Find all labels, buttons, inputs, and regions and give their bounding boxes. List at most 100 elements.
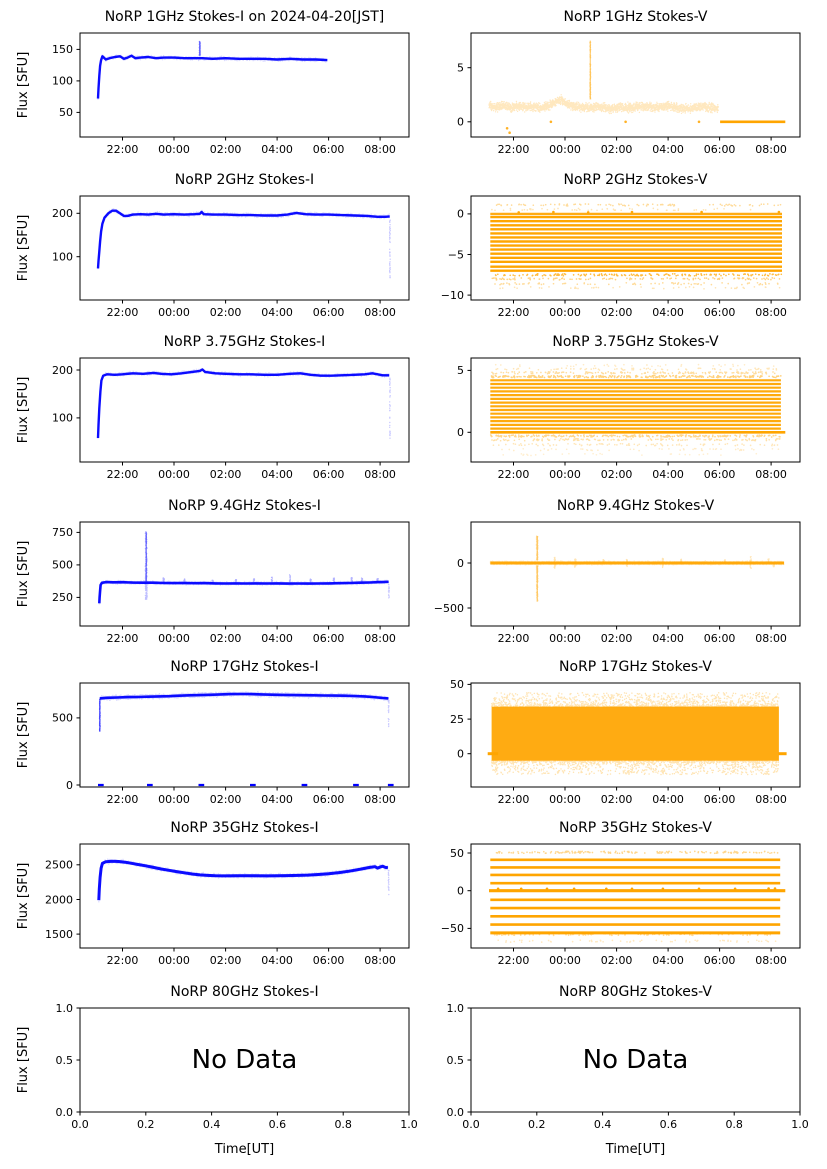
x-tick-label: 08:00	[755, 306, 787, 319]
x-tick-label: 00:00	[549, 306, 581, 319]
chart-3.75ghz-stokes-i: 22:00 00:00 02:00 04:00 06:00 08:00 100 200	[52, 357, 410, 481]
x-tick-label: 06:00	[704, 143, 736, 156]
axes-frame	[79, 682, 410, 788]
y-tick-label: 200	[52, 207, 73, 220]
x-tick-label: 08:00	[755, 632, 787, 645]
subplot-9.4ghz-stokes-v: NoRP 9.4GHz Stokes-V 22:00 00:00 02:00 04:00…	[401, 496, 824, 656]
x-tick-label: 04:00	[261, 632, 293, 645]
chart-35ghz-stokes-v: 22:00 00:00 02:00 04:00 06:00 08:00 50 0 −50	[441, 843, 801, 967]
subplot-35ghz-stokes-i: NoRP 35GHz Stokes-I 22:00 00:00 02:00 04:00 0…	[10, 818, 433, 978]
x-axis-label: Time[UT]	[605, 1142, 666, 1157]
y-axis-label: Flux [SFU]	[16, 51, 31, 119]
subplot-17ghz-stokes-i: NoRP 17GHz Stokes-I 22:00 00:00 02:00 04:00 0…	[10, 657, 433, 817]
subplot-3.75ghz-stokes-i: NoRP 3.75GHz Stokes-I 22:00 00:00 02:00 04:0…	[10, 332, 433, 492]
x-tick-label: 06:00	[313, 793, 345, 806]
x-tick-label: 06:00	[704, 632, 736, 645]
x-tick-label: 22:00	[498, 954, 530, 967]
chart-80ghz-stokes-v: 0.0 0.2 0.4 0.6 0.8 1.0 0.0 0.5 1.0	[447, 1002, 809, 1131]
y-tick-label: 100	[52, 75, 73, 88]
x-tick-label: 1.0	[791, 1118, 809, 1131]
x-tick-label: 06:00	[313, 954, 345, 967]
x-tick-label: 02:00	[210, 793, 242, 806]
subplot-title: NoRP 3.75GHz Stokes-V	[552, 334, 719, 350]
x-tick-label: 0.6	[660, 1118, 678, 1131]
x-tick-label: 06:00	[704, 306, 736, 319]
y-tick-label: 0.5	[447, 1054, 465, 1067]
x-tick-label: 08:00	[364, 468, 396, 481]
y-tick-label: 500	[52, 559, 73, 572]
x-tick-label: 04:00	[652, 632, 684, 645]
chart-1ghz-stokes-i: 22:00 00:00 02:00 04:00 06:00 08:00 50 100 150	[52, 32, 410, 156]
x-tick-label: 04:00	[261, 954, 293, 967]
x-tick-label: 0.8	[334, 1118, 352, 1131]
y-axis-label: Flux [SFU]	[16, 701, 31, 769]
chart-35ghz-stokes-i: 22:00 00:00 02:00 04:00 06:00 08:00 1500 2000 25…	[45, 843, 410, 967]
x-tick-label: 00:00	[158, 632, 190, 645]
x-tick-label: 06:00	[704, 954, 736, 967]
x-tick-label: 02:00	[210, 143, 242, 156]
x-tick-label: 22:00	[107, 632, 139, 645]
y-tick-label: −5	[448, 248, 464, 261]
x-tick-label: 0.6	[269, 1118, 287, 1131]
x-tick-label: 06:00	[313, 468, 345, 481]
chart-1ghz-stokes-v: 22:00 00:00 02:00 04:00 06:00 08:00 0 5	[457, 32, 801, 156]
subplot-title: NoRP 80GHz Stokes-V	[559, 984, 712, 1000]
y-tick-label: 1500	[45, 928, 73, 941]
subplot-1ghz-stokes-i: NoRP 1GHz Stokes-I on 2024-04-20[JST] 22:…	[10, 7, 433, 167]
x-tick-label: 22:00	[498, 468, 530, 481]
x-tick-label: 22:00	[498, 143, 530, 156]
chart-17ghz-stokes-v: 22:00 00:00 02:00 04:00 06:00 08:00 0 25 50	[450, 678, 801, 806]
y-tick-label: 100	[52, 412, 73, 425]
y-tick-label: 500	[52, 712, 73, 725]
x-tick-label: 04:00	[652, 306, 684, 319]
x-tick-label: 08:00	[364, 793, 396, 806]
subplot-2ghz-stokes-v: NoRP 2GHz Stokes-V 22:00 00:00 02:00 04:00 06…	[401, 170, 824, 330]
x-tick-label: 06:00	[704, 468, 736, 481]
x-tick-label: 02:00	[210, 954, 242, 967]
x-tick-label: 04:00	[261, 306, 293, 319]
x-tick-label: 02:00	[210, 632, 242, 645]
x-tick-label: 04:00	[652, 468, 684, 481]
x-tick-label: 08:00	[755, 468, 787, 481]
y-tick-label: 0	[457, 885, 464, 898]
chart-80ghz-stokes-i: 0.0 0.2 0.4 0.6 0.8 1.0 0.0 0.5 1.0	[56, 1002, 418, 1131]
axes-frame	[79, 195, 410, 301]
x-tick-label: 00:00	[158, 306, 190, 319]
axes-frame	[470, 195, 801, 301]
x-tick-label: 1.0	[400, 1118, 418, 1131]
y-tick-label: 0	[457, 557, 464, 570]
y-tick-label: 200	[52, 364, 73, 377]
subplot-title: NoRP 80GHz Stokes-I	[170, 984, 319, 1000]
x-tick-label: 00:00	[158, 954, 190, 967]
x-tick-label: 08:00	[364, 632, 396, 645]
y-tick-label: 0.0	[447, 1106, 465, 1119]
y-tick-label: −10	[441, 289, 464, 302]
axes-frame	[470, 843, 801, 949]
x-tick-label: 02:00	[210, 468, 242, 481]
subplot-title: NoRP 1GHz Stokes-V	[563, 9, 708, 25]
x-tick-label: 08:00	[755, 143, 787, 156]
y-tick-label: 5	[457, 62, 464, 75]
x-tick-label: 22:00	[107, 306, 139, 319]
x-tick-label: 0.4	[203, 1118, 221, 1131]
y-tick-label: 25	[450, 713, 464, 726]
subplot-title: NoRP 35GHz Stokes-I	[170, 820, 319, 836]
y-axis-label: Flux [SFU]	[16, 540, 31, 608]
subplot-title: NoRP 17GHz Stokes-V	[559, 659, 712, 675]
x-tick-label: 04:00	[261, 143, 293, 156]
x-tick-label: 00:00	[158, 143, 190, 156]
y-tick-label: 0	[457, 748, 464, 761]
y-tick-label: 0.0	[56, 1106, 74, 1119]
subplot-80ghz-stokes-i: NoRP 80GHz Stokes-I 0.0 0.2 0.4 0.6 0.8 1.0 0.0…	[10, 982, 433, 1169]
x-tick-label: 0.0	[71, 1118, 89, 1131]
x-tick-label: 22:00	[107, 793, 139, 806]
x-tick-label: 08:00	[364, 306, 396, 319]
subplot-80ghz-stokes-v: NoRP 80GHz Stokes-V 0.0 0.2 0.4 0.6 0.8 1.0 0.0…	[401, 982, 824, 1169]
subplot-2ghz-stokes-i: NoRP 2GHz Stokes-I 22:00 00:00 02:00 04:00 06…	[10, 170, 433, 330]
y-tick-label: 2500	[45, 859, 73, 872]
x-tick-label: 06:00	[313, 143, 345, 156]
subplot-title: NoRP 9.4GHz Stokes-I	[168, 498, 321, 514]
x-tick-label: 08:00	[755, 793, 787, 806]
y-tick-label: −50	[441, 922, 464, 935]
chart-3.75ghz-stokes-v: 22:00 00:00 02:00 04:00 06:00 08:00 0 5	[457, 357, 801, 481]
